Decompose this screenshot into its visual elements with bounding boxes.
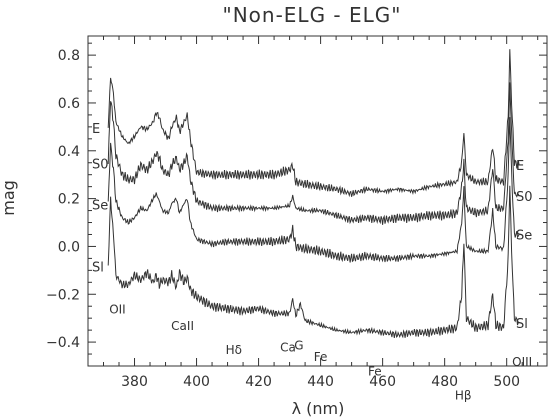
x-tick-label: 380	[121, 374, 148, 390]
annotation-label: Fe	[314, 350, 328, 364]
series-label-right-e: E	[516, 159, 524, 174]
y-tick-label: −0.4	[46, 335, 80, 351]
x-tick-label: 400	[183, 374, 210, 390]
line-annotations: OII CaII Hδ CaG Fe Fe Hβ OIII	[109, 302, 532, 402]
series-line-e	[107, 49, 520, 198]
y-tick-label: −0.2	[46, 287, 80, 303]
annotation-label: Hβ	[455, 388, 472, 402]
annotation-label: Ca	[280, 341, 296, 355]
x-axis-label: λ (nm)	[292, 399, 345, 418]
x-tick-label: 420	[245, 374, 272, 390]
y-tick-label: 0.0	[58, 239, 80, 255]
series-label-right-sl: Sl	[516, 317, 528, 332]
plot-frame	[87, 35, 548, 367]
x-tick-label: 480	[431, 374, 458, 390]
y-tick-label: 0.4	[58, 144, 80, 160]
series-line-sl	[107, 185, 520, 339]
y-tick-label: 0.2	[58, 192, 80, 208]
series-labels: E E S0 S0 Se Se Sl Sl	[92, 122, 533, 332]
series-label-left-sl: Sl	[92, 261, 104, 276]
y-tick-label: 0.6	[58, 96, 80, 112]
annotation-label: Fe	[368, 365, 382, 379]
annotation-label: G	[294, 338, 303, 352]
series-label-left-se: Se	[92, 198, 108, 213]
y-axis: −0.4 −0.2 0.0 0.2 0.4 0.6 0.8	[46, 42, 547, 355]
x-tick-label: 440	[307, 374, 334, 390]
x-tick-label: 500	[493, 374, 520, 390]
series-label-right-s0: S0	[516, 190, 533, 205]
series-line-s0	[107, 82, 520, 225]
series-label-left-e: E	[92, 122, 100, 137]
chart-title: "Non-ELG - ELG"	[223, 3, 402, 27]
annotation-label: OII	[109, 302, 126, 316]
annotation-label: Hδ	[226, 343, 242, 357]
series-label-right-se: Se	[516, 228, 532, 243]
series-line-se	[107, 117, 520, 263]
series-label-left-s0: S0	[92, 158, 109, 173]
x-axis: 380 400 420 440 460 480 500	[103, 36, 539, 390]
series-group	[107, 49, 520, 339]
y-tick-label: 0.8	[58, 48, 80, 64]
annotation-label: CaII	[171, 319, 194, 333]
y-axis-label: mag	[0, 180, 18, 216]
x-tick-label: 460	[369, 374, 396, 390]
annotation-label: OIII	[512, 355, 532, 369]
